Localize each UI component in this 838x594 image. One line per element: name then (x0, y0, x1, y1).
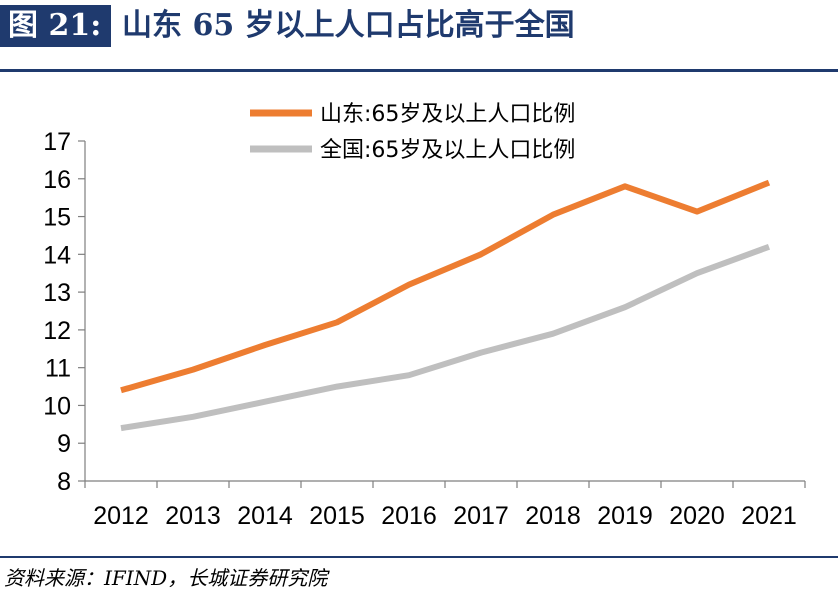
chart-series-lines (120, 179, 771, 432)
x-tick-label: 2020 (669, 502, 725, 530)
x-tick-label: 2015 (309, 502, 365, 530)
figure-title: 山东 65 岁以上人口占比高于全国 (122, 8, 575, 43)
x-tick-label: 2016 (381, 502, 437, 530)
y-tick-label: 12 (43, 317, 71, 345)
y-tick-label: 11 (45, 355, 71, 383)
y-tick-label: 17 (43, 128, 71, 156)
x-tick-label: 2014 (237, 502, 293, 530)
x-tick-label: 2019 (597, 502, 653, 530)
y-tick-label: 13 (43, 279, 71, 307)
legend-label-0: 山东:65岁及以上人口比例 (320, 102, 575, 127)
figure-number-label: 图 21: (0, 5, 112, 47)
footer-divider (0, 556, 838, 558)
x-tick-label: 2012 (93, 502, 149, 530)
x-tick-label: 2021 (741, 502, 797, 530)
x-tick-label: 2018 (525, 502, 581, 530)
x-tick-label: 2013 (165, 502, 221, 530)
source-note: 资料来源：IFIND，长城证券研究院 (4, 566, 328, 590)
figure-header: 图 21: 山东 65 岁以上人口占比高于全国 (0, 0, 838, 58)
y-tick-label: 14 (43, 241, 71, 269)
series-line-0 (120, 179, 771, 394)
y-tick-label: 15 (43, 204, 71, 232)
header-divider (0, 69, 838, 72)
y-tick-label: 8 (57, 468, 71, 496)
y-tick-label: 10 (43, 392, 71, 420)
legend-label-1: 全国:65岁及以上人口比例 (320, 138, 575, 163)
y-tick-label: 9 (57, 430, 71, 458)
y-tick-label: 16 (43, 166, 71, 194)
x-tick-label: 2017 (453, 502, 509, 530)
chart-axes: 8 9 10 11 12 13 14 15 16 17 2012 2013 2014 2015 2016 20… (43, 128, 806, 530)
series-line-1 (120, 243, 771, 432)
